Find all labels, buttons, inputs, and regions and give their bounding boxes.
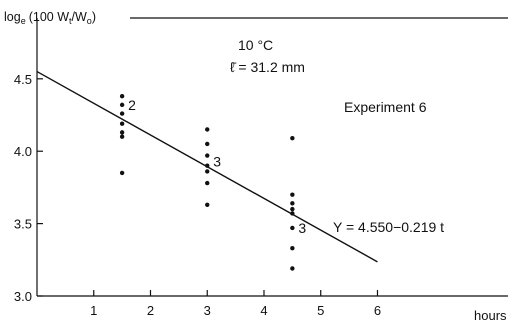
- data-point: [119, 111, 125, 116]
- data-point: [290, 135, 295, 141]
- data-point: [290, 206, 295, 212]
- x-tick-label: 4: [260, 303, 267, 318]
- y-axis-label-sub-e: e: [21, 16, 26, 26]
- overlap-count-label: 2: [128, 97, 136, 113]
- data-point: [205, 180, 210, 186]
- x-tick-label: 2: [147, 303, 154, 318]
- data-point: [205, 163, 210, 168]
- y-tick-label: 4.0: [14, 144, 32, 159]
- data-point: [290, 246, 295, 251]
- experiment-label: Experiment 6: [344, 99, 427, 115]
- y-axis-label-log: log: [4, 10, 21, 24]
- length-annotation: ℓ̄ = 31.2 mm: [230, 59, 305, 75]
- x-tick-label: 6: [374, 303, 381, 318]
- data-point: [119, 121, 125, 126]
- data-point: [119, 93, 125, 99]
- data-point: [119, 170, 125, 176]
- y-axis-label-end: ): [92, 10, 96, 24]
- data-point: [205, 202, 210, 207]
- data-point: [205, 153, 210, 158]
- data-point: [119, 102, 125, 108]
- y-axis-label-sub-t: t: [69, 16, 72, 26]
- regression-equation: Y = 4.550−0.219 t: [333, 219, 444, 235]
- x-tick-label: 5: [317, 303, 324, 318]
- data-point: [290, 211, 295, 216]
- data-point: [290, 192, 295, 197]
- x-tick-label: 3: [204, 303, 211, 318]
- data-point: [205, 141, 210, 147]
- overlap-count-label: 3: [298, 220, 306, 236]
- y-axis-label-part: (100 W: [29, 10, 69, 24]
- data-point: [290, 201, 295, 206]
- y-tick-label: 3.0: [14, 289, 32, 304]
- data-point: [119, 130, 125, 135]
- data-point: [205, 169, 210, 174]
- y-tick-label: 3.5: [14, 217, 32, 232]
- x-tick-label: 1: [90, 303, 97, 318]
- temperature-annotation: 10 °C: [238, 37, 273, 53]
- overlap-count-label: 3: [213, 153, 221, 169]
- data-point: [290, 266, 295, 271]
- y-axis-label: loge (100 Wt/Wo): [4, 10, 96, 26]
- y-axis-label-part2: /W: [72, 10, 87, 24]
- x-axis-label: hours: [474, 308, 507, 323]
- data-point: [290, 225, 295, 231]
- y-axis-label-sub-o: o: [87, 16, 92, 26]
- data-point: [119, 134, 125, 139]
- data-point: [205, 127, 210, 132]
- y-tick-label: 4.5: [14, 72, 32, 87]
